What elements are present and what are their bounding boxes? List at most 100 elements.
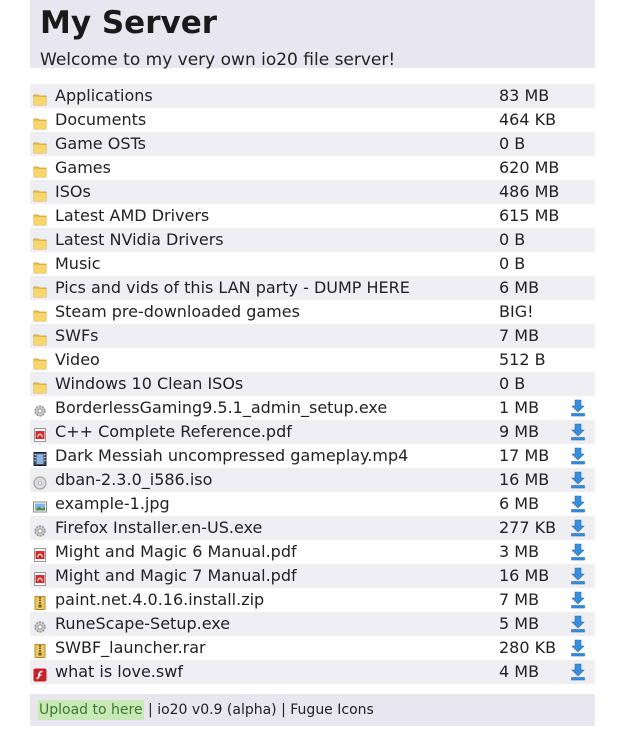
pdf-icon <box>33 569 47 586</box>
size-label: 5 MB <box>499 614 540 633</box>
size-label: 83 MB <box>499 86 550 105</box>
page-header: My Server Welcome to my very own io20 fi… <box>30 0 595 70</box>
download-arrow-icon[interactable] <box>570 543 586 561</box>
file-link[interactable]: paint.net.4.0.16.install.zip <box>55 590 265 609</box>
folder-row[interactable]: SWFs 7 MB <box>30 324 595 348</box>
download-arrow-icon[interactable] <box>570 399 586 417</box>
file-row[interactable]: dban-2.3.0_i586.iso 16 MB <box>30 468 595 492</box>
gear-icon <box>33 617 47 633</box>
size-label: 0 B <box>499 134 526 153</box>
folder-icon <box>33 137 47 154</box>
folder-link[interactable]: Steam pre-downloaded games <box>55 302 300 321</box>
download-arrow-icon[interactable] <box>570 615 586 633</box>
page-subtitle: Welcome to my very own io20 file server! <box>40 50 396 70</box>
file-row[interactable]: Might and Magic 6 Manual.pdf 3 MB <box>30 540 595 564</box>
folder-row[interactable]: Games 620 MB <box>30 156 595 180</box>
size-label: 620 MB <box>499 158 560 177</box>
download-arrow-icon[interactable] <box>570 639 586 657</box>
size-label: 16 MB <box>499 470 550 489</box>
film-icon <box>33 449 47 466</box>
size-label: 6 MB <box>499 494 540 513</box>
size-label: 7 MB <box>499 590 540 609</box>
download-arrow-icon[interactable] <box>570 591 586 609</box>
page-footer: Upload to here | io20 v0.9 (alpha) | Fug… <box>30 694 595 726</box>
file-row[interactable]: paint.net.4.0.16.install.zip 7 MB <box>30 588 595 612</box>
folder-row[interactable]: Game OSTs 0 B <box>30 132 595 156</box>
folder-row[interactable]: Documents 464 KB <box>30 108 595 132</box>
folder-link[interactable]: Video <box>55 350 100 369</box>
folder-link[interactable]: Applications <box>55 86 153 105</box>
folder-link[interactable]: Game OSTs <box>55 134 146 153</box>
folder-link[interactable]: Latest AMD Drivers <box>55 206 210 225</box>
file-row[interactable]: RuneScape-Setup.exe 5 MB <box>30 612 595 636</box>
size-label: 1 MB <box>499 398 540 417</box>
folder-icon <box>33 281 47 298</box>
file-list: Applications 83 MB Documents 464 KB Game OST… <box>30 84 595 684</box>
folder-link[interactable]: Games <box>55 158 111 177</box>
folder-link[interactable]: Pics and vids of this LAN party - DUMP H… <box>55 278 410 297</box>
file-row[interactable]: Firefox Installer.en-US.exe 277 KB <box>30 516 595 540</box>
folder-icon <box>33 185 47 202</box>
size-label: 6 MB <box>499 278 540 297</box>
folder-row[interactable]: Steam pre-downloaded games BIG! <box>30 300 595 324</box>
fugue-icons-link[interactable]: Fugue Icons <box>290 702 374 718</box>
folder-row[interactable]: Applications 83 MB <box>30 84 595 108</box>
folder-icon <box>33 305 47 322</box>
image-icon <box>33 497 47 513</box>
folder-row[interactable]: Pics and vids of this LAN party - DUMP H… <box>30 276 595 300</box>
download-arrow-icon[interactable] <box>570 471 586 489</box>
download-arrow-icon[interactable] <box>570 519 586 537</box>
file-row[interactable]: BorderlessGaming9.5.1_admin_setup.exe 1 M… <box>30 396 595 420</box>
file-row[interactable]: Might and Magic 7 Manual.pdf 16 MB <box>30 564 595 588</box>
folder-row[interactable]: Latest NVidia Drivers 0 B <box>30 228 595 252</box>
file-row[interactable]: Dark Messiah uncompressed gameplay.mp4 17… <box>30 444 595 468</box>
folder-row[interactable]: ISOs 486 MB <box>30 180 595 204</box>
folder-row[interactable]: Music 0 B <box>30 252 595 276</box>
download-arrow-icon[interactable] <box>570 423 586 441</box>
file-link[interactable]: example-1.jpg <box>55 494 170 513</box>
upload-link[interactable]: Upload to here <box>38 700 144 720</box>
folder-link[interactable]: Documents <box>55 110 147 129</box>
download-arrow-icon[interactable] <box>570 567 586 585</box>
folder-row[interactable]: Latest AMD Drivers 615 MB <box>30 204 595 228</box>
size-label: 9 MB <box>499 422 540 441</box>
file-row[interactable]: C++ Complete Reference.pdf 9 MB <box>30 420 595 444</box>
size-label: 512 B <box>499 350 546 369</box>
file-link[interactable]: C++ Complete Reference.pdf <box>55 422 292 441</box>
file-link[interactable]: Might and Magic 7 Manual.pdf <box>55 566 297 585</box>
pdf-icon <box>33 545 47 562</box>
file-row[interactable]: what is love.swf 4 MB <box>30 660 595 684</box>
file-link[interactable]: SWBF_launcher.rar <box>55 638 206 657</box>
folder-link[interactable]: SWFs <box>55 326 99 345</box>
file-link[interactable]: Dark Messiah uncompressed gameplay.mp4 <box>55 446 409 465</box>
folder-link[interactable]: Windows 10 Clean ISOs <box>55 374 244 393</box>
file-link[interactable]: Might and Magic 6 Manual.pdf <box>55 542 297 561</box>
download-arrow-icon[interactable] <box>570 495 586 513</box>
file-row[interactable]: example-1.jpg 6 MB <box>30 492 595 516</box>
download-arrow-icon[interactable] <box>570 663 586 681</box>
download-arrow-icon[interactable] <box>570 447 586 465</box>
file-link[interactable]: BorderlessGaming9.5.1_admin_setup.exe <box>55 398 388 417</box>
size-label: 17 MB <box>499 446 550 465</box>
folder-link[interactable]: ISOs <box>55 182 91 201</box>
file-link[interactable]: dban-2.3.0_i586.iso <box>55 470 213 489</box>
gear-icon <box>33 401 47 417</box>
folder-icon <box>33 257 47 274</box>
gear-icon <box>33 521 47 537</box>
disc-icon <box>33 473 47 490</box>
file-link[interactable]: what is love.swf <box>55 662 183 681</box>
footer-separator: | <box>276 702 291 718</box>
page: My Server Welcome to my very own io20 fi… <box>30 0 595 726</box>
file-link[interactable]: Firefox Installer.en-US.exe <box>55 518 263 537</box>
file-link[interactable]: RuneScape-Setup.exe <box>55 614 231 633</box>
folder-link[interactable]: Latest NVidia Drivers <box>55 230 224 249</box>
folder-row[interactable]: Windows 10 Clean ISOs 0 B <box>30 372 595 396</box>
page-title: My Server <box>40 5 218 41</box>
file-row[interactable]: SWBF_launcher.rar 280 KB <box>30 636 595 660</box>
size-label: BIG! <box>499 302 534 321</box>
folder-link[interactable]: Music <box>55 254 101 273</box>
size-label: 280 KB <box>499 638 557 657</box>
folder-row[interactable]: Video 512 B <box>30 348 595 372</box>
size-label: 486 MB <box>499 182 560 201</box>
size-label: 0 B <box>499 254 526 273</box>
